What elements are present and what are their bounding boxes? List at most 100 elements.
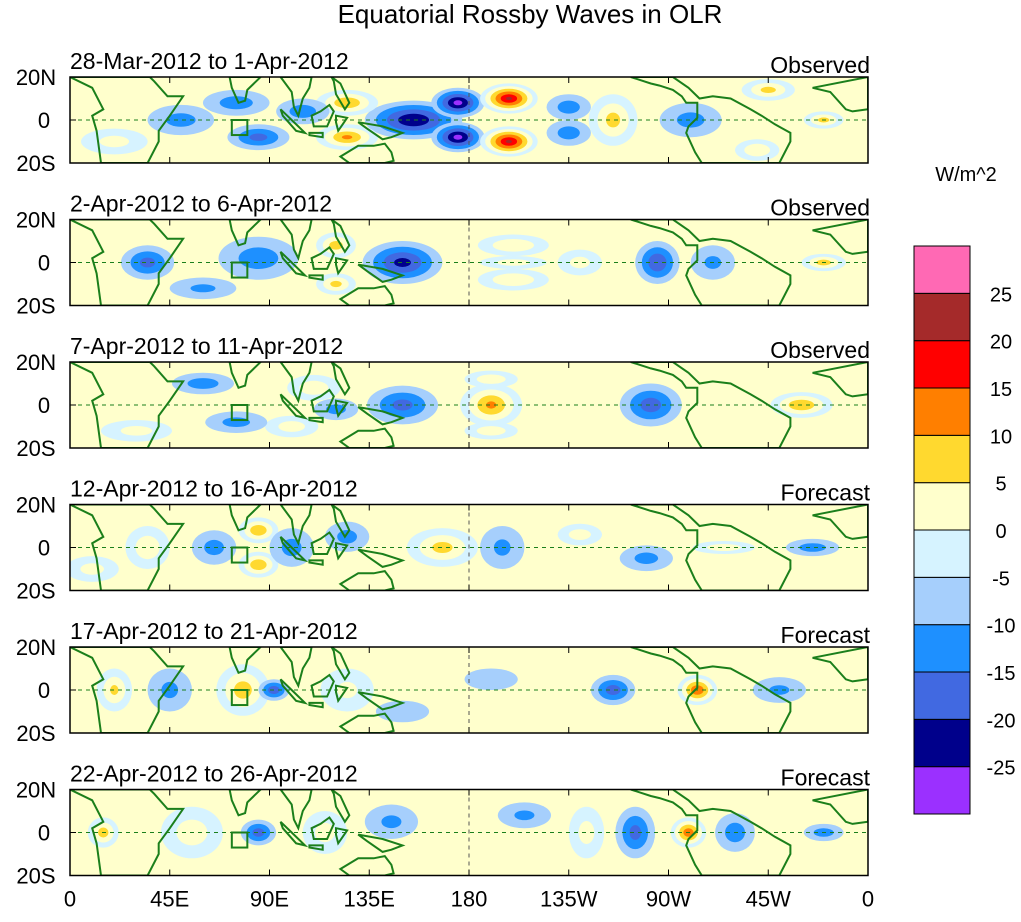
coastline [70, 789, 186, 876]
anomaly-contour [492, 273, 535, 287]
coastline [279, 393, 309, 420]
x-tick-label: 0 [862, 887, 874, 912]
colorbar-label: -5 [992, 568, 1010, 590]
coastline [308, 416, 324, 424]
anomaly-contour [250, 525, 267, 536]
anomaly-contour [398, 113, 430, 127]
coastline [279, 108, 309, 135]
anomaly-contour [250, 559, 267, 570]
x-tick-label: 90E [250, 887, 289, 912]
y-tick-label: 20N [16, 635, 56, 660]
coastline [310, 388, 335, 413]
coastline [228, 504, 263, 532]
anomaly-contour [289, 104, 317, 118]
panel-1: 28-Mar-2012 to 1-Apr-2012 Observed 20N 0 20S [16, 48, 870, 176]
y-tick-label: 0 [38, 393, 50, 418]
y-tick-label: 20N [16, 350, 56, 375]
coastline [357, 406, 406, 426]
colorbar-label: 5 [995, 474, 1006, 496]
panel-2: 2-Apr-2012 to 6-Apr-2012 Observed 20N 0 20S [16, 191, 870, 319]
anomaly-contour [557, 126, 580, 140]
coastline [357, 263, 406, 283]
x-tick-label: 180 [451, 887, 488, 912]
x-tick-label: 0 [64, 887, 76, 912]
coastline [338, 854, 395, 876]
y-tick-label: 20N [16, 493, 56, 518]
anomaly-contour [120, 426, 153, 436]
coastlines [70, 647, 868, 733]
panel-kind-label: Observed [770, 337, 870, 363]
coastline [335, 684, 349, 704]
anomaly-contour [375, 700, 430, 723]
anomaly-contour [337, 681, 358, 699]
anomaly-contour [392, 399, 413, 411]
coastline [70, 219, 185, 306]
colorbar-label: 10 [990, 426, 1012, 448]
panel-period-label: 22-Apr-2012 to 26-Apr-2012 [70, 761, 358, 787]
anomaly-contour [568, 529, 591, 540]
coastline [630, 504, 792, 591]
colorbar-label: 15 [990, 379, 1012, 401]
anomaly-contour [760, 86, 776, 93]
coastline [279, 821, 309, 848]
colorbar-label: 25 [990, 284, 1012, 306]
coastline [630, 77, 792, 163]
y-tick-label: 0 [38, 821, 50, 846]
y-tick-label: 0 [38, 678, 50, 703]
colorbar-label: -10 [987, 616, 1016, 638]
y-tick-label: 20S [16, 294, 55, 319]
anomaly-contour [492, 239, 535, 252]
anomaly-contour [707, 544, 741, 551]
coastline [308, 131, 324, 139]
anomaly-contour [334, 97, 360, 109]
anomaly-contour [278, 421, 305, 432]
colorbar-swatch [913, 340, 971, 389]
panel-kind-label: Forecast [781, 765, 871, 791]
y-tick-label: 20N [16, 65, 56, 90]
y-tick-label: 20N [16, 208, 56, 233]
anomaly-contour [135, 535, 160, 560]
anomaly-contour [799, 543, 826, 552]
coastline [335, 541, 349, 561]
colorbar-swatch [913, 766, 971, 815]
colorbar-swatch [913, 387, 971, 436]
coastline [310, 816, 335, 840]
anomaly-contour [222, 417, 251, 428]
anomaly-contour [432, 542, 453, 553]
coastline [630, 647, 792, 733]
coastlines [70, 77, 868, 163]
coastline [812, 504, 868, 540]
panel-kind-label: Observed [770, 195, 870, 221]
y-tick-label: 20S [16, 151, 55, 176]
panel-5: 17-Apr-2012 to 21-Apr-2012 Forecast 20N 0 20… [16, 618, 871, 746]
coastline [812, 219, 868, 255]
coastline [279, 536, 309, 563]
anomaly-contour [80, 563, 104, 575]
coastline [630, 362, 792, 448]
anomaly-contour [557, 100, 580, 114]
x-tick-label: 135W [540, 887, 598, 912]
anomaly-contour [640, 397, 662, 413]
coastline [308, 701, 324, 709]
anomaly-contour [485, 401, 497, 409]
coastline [308, 844, 324, 851]
coastline [812, 362, 868, 398]
coastline [330, 219, 351, 254]
anomaly-contour [744, 143, 771, 157]
anomaly-contour [769, 685, 790, 695]
anomaly-field [81, 79, 844, 161]
coastline [330, 77, 351, 112]
colorbar-swatch [913, 434, 971, 484]
coastline [310, 103, 335, 128]
coastline [70, 647, 186, 733]
anomaly-contour [476, 426, 506, 436]
coastline [279, 77, 313, 119]
panel-3: 7-Apr-2012 to 11-Apr-2012 Observed 20N 0 20S [16, 333, 870, 461]
coastline [630, 219, 792, 306]
coastline [330, 504, 351, 539]
coastline [630, 789, 792, 876]
y-tick-label: 0 [38, 108, 50, 133]
y-tick-label: 20N [16, 778, 56, 803]
colorbar-swatch [913, 529, 971, 578]
coastline [357, 691, 406, 711]
